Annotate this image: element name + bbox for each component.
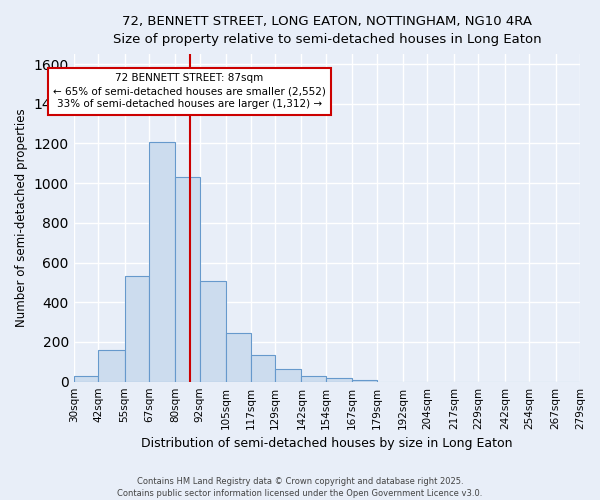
Text: Contains HM Land Registry data © Crown copyright and database right 2025.
Contai: Contains HM Land Registry data © Crown c… <box>118 476 482 498</box>
Y-axis label: Number of semi-detached properties: Number of semi-detached properties <box>15 108 28 327</box>
Bar <box>125 276 149 382</box>
Title: 72, BENNETT STREET, LONG EATON, NOTTINGHAM, NG10 4RA
Size of property relative t: 72, BENNETT STREET, LONG EATON, NOTTINGH… <box>113 15 541 46</box>
Bar <box>74 376 98 382</box>
Bar <box>200 282 226 382</box>
X-axis label: Distribution of semi-detached houses by size in Long Eaton: Distribution of semi-detached houses by … <box>141 437 512 450</box>
Bar <box>326 378 352 382</box>
Bar <box>175 177 200 382</box>
Bar <box>275 369 301 382</box>
Bar <box>98 350 125 382</box>
Bar <box>251 355 275 382</box>
Bar <box>226 333 251 382</box>
Bar <box>301 376 326 382</box>
Text: 72 BENNETT STREET: 87sqm
← 65% of semi-detached houses are smaller (2,552)
33% o: 72 BENNETT STREET: 87sqm ← 65% of semi-d… <box>53 73 326 110</box>
Bar <box>149 142 175 382</box>
Bar <box>352 380 377 382</box>
